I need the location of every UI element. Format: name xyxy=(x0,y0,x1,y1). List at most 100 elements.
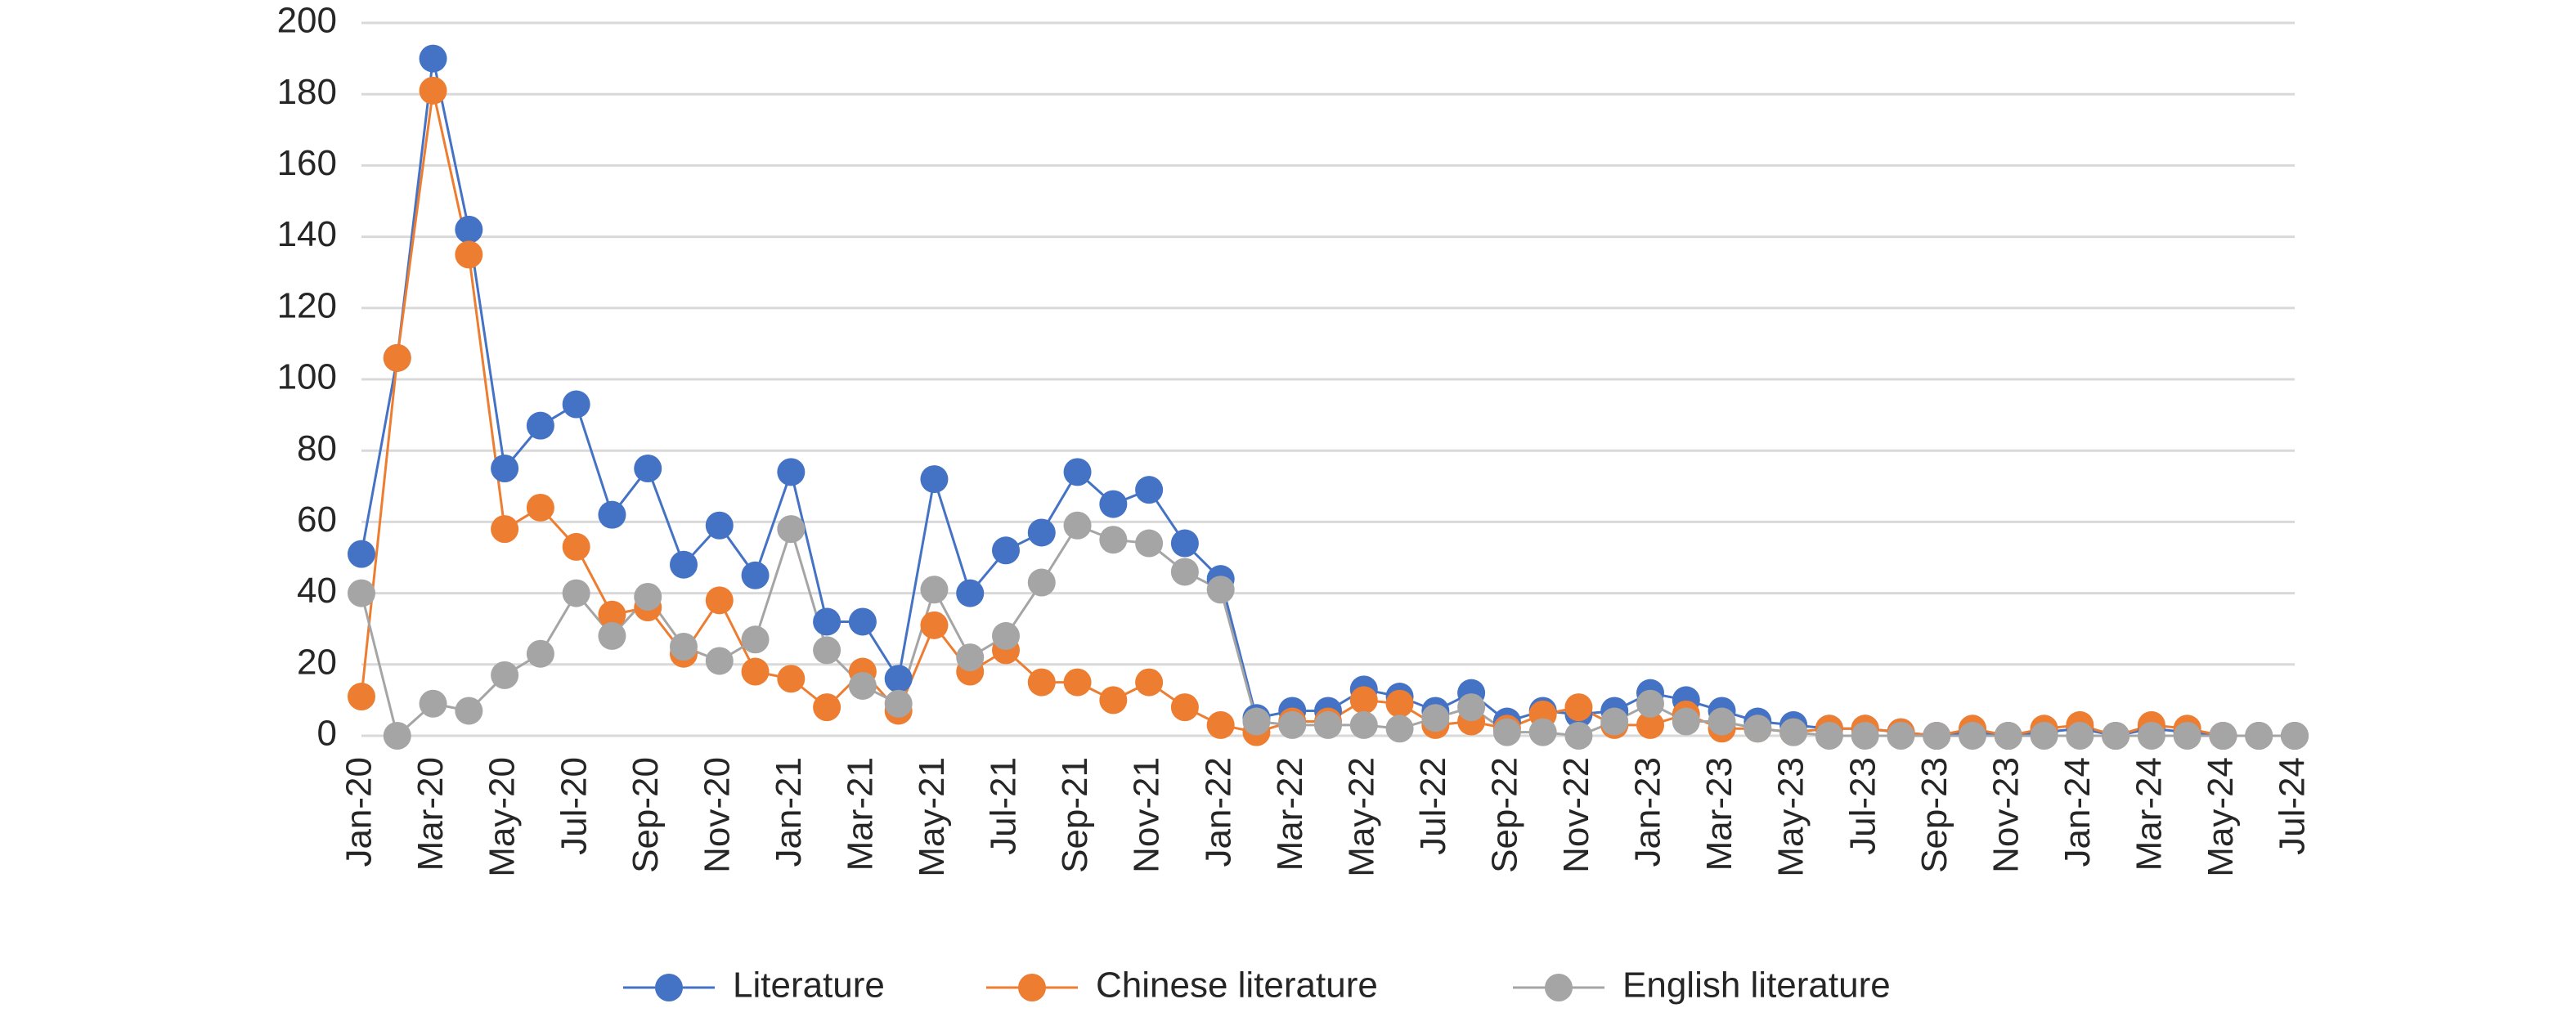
data-point xyxy=(1636,689,1664,718)
legend-entry: Chinese literature xyxy=(986,965,1378,1006)
y-tick-label: 100 xyxy=(277,357,337,397)
data-point xyxy=(2137,722,2165,750)
data-point xyxy=(634,455,662,482)
x-tick-label: May-20 xyxy=(482,757,523,877)
x-tick-label: Jul-20 xyxy=(554,757,594,855)
data-point xyxy=(1027,518,1056,547)
data-point xyxy=(813,693,841,722)
data-point xyxy=(562,579,590,607)
data-point xyxy=(1135,529,1164,558)
data-point xyxy=(1851,722,1879,750)
data-point xyxy=(1206,710,1235,739)
data-point xyxy=(741,561,770,589)
data-point xyxy=(491,515,519,544)
data-point xyxy=(1099,526,1128,554)
x-tick-label: Jan-20 xyxy=(339,757,379,867)
data-point xyxy=(1349,710,1378,739)
y-tick-label: 40 xyxy=(297,571,337,611)
data-point xyxy=(777,665,806,693)
x-tick-label: Jul-21 xyxy=(984,757,1024,855)
data-point xyxy=(1099,490,1128,518)
data-point xyxy=(491,661,519,689)
x-tick-label: Sep-21 xyxy=(1055,757,1095,873)
data-point xyxy=(1063,458,1092,486)
data-point xyxy=(1385,715,1414,743)
data-point xyxy=(992,621,1020,650)
data-point xyxy=(419,76,447,105)
data-point xyxy=(956,579,985,607)
data-point xyxy=(562,390,590,419)
legend-label: English literature xyxy=(1622,965,1891,1006)
data-point xyxy=(562,532,590,561)
data-point xyxy=(526,639,554,668)
data-point xyxy=(884,665,913,693)
x-tick-label: Jul-23 xyxy=(1842,757,1883,855)
x-tick-label: Jul-22 xyxy=(1413,757,1453,855)
x-tick-label: May-22 xyxy=(1341,757,1381,877)
data-point xyxy=(1994,722,2022,750)
series-line xyxy=(360,58,2295,737)
series-line xyxy=(360,90,2295,737)
data-point xyxy=(2245,722,2273,750)
y-tick-label: 80 xyxy=(297,428,337,468)
data-point xyxy=(1170,529,1199,558)
data-point xyxy=(2066,722,2094,750)
x-tick-label: Nov-21 xyxy=(1127,757,1167,873)
data-point xyxy=(455,240,483,269)
data-point xyxy=(1457,693,1486,722)
data-point xyxy=(455,697,483,725)
legend-marker xyxy=(1545,974,1573,1001)
data-point xyxy=(848,671,877,700)
data-point xyxy=(1887,722,1915,750)
legend-marker xyxy=(655,974,683,1001)
data-point xyxy=(848,607,877,636)
legend-entry: English literature xyxy=(1513,965,1891,1006)
x-tick-label: Mar-24 xyxy=(2129,757,2170,871)
x-tick-label: Mar-20 xyxy=(411,757,451,871)
data-point xyxy=(1027,568,1056,597)
data-point xyxy=(1314,710,1342,739)
data-point xyxy=(491,455,519,482)
x-tick-label: Nov-22 xyxy=(1556,757,1596,873)
x-tick-label: Jul-24 xyxy=(2273,757,2313,855)
y-tick-label: 140 xyxy=(277,214,337,254)
data-point xyxy=(419,689,447,718)
data-point xyxy=(777,458,806,486)
data-point xyxy=(1170,693,1199,722)
data-point xyxy=(2281,722,2309,750)
data-point xyxy=(813,636,841,665)
data-point xyxy=(1564,722,1593,750)
data-point xyxy=(1959,722,1986,750)
data-point xyxy=(741,625,770,654)
x-tick-label: Mar-23 xyxy=(1699,757,1739,871)
data-point xyxy=(2030,722,2058,750)
data-point xyxy=(920,576,949,604)
y-tick-label: 20 xyxy=(297,642,337,682)
data-point xyxy=(348,579,375,607)
legend-marker xyxy=(1018,974,1046,1001)
data-point xyxy=(1027,668,1056,697)
data-point xyxy=(1708,707,1736,736)
data-point xyxy=(670,550,698,579)
data-point xyxy=(1492,718,1521,746)
data-point xyxy=(1923,722,1951,750)
x-tick-label: May-21 xyxy=(912,757,952,877)
data-point xyxy=(884,689,913,718)
legend-label: Chinese literature xyxy=(1096,965,1378,1006)
x-tick-label: Sep-20 xyxy=(626,757,666,873)
data-point xyxy=(1385,689,1414,718)
data-point xyxy=(1242,707,1271,736)
data-point xyxy=(741,657,770,686)
data-point xyxy=(920,465,949,494)
x-tick-label: May-24 xyxy=(2201,757,2241,877)
y-tick-label: 60 xyxy=(297,500,337,540)
data-point xyxy=(1564,693,1593,722)
data-point xyxy=(598,621,626,650)
data-point xyxy=(1421,704,1450,733)
x-tick-label: Sep-22 xyxy=(1485,757,1525,873)
data-point xyxy=(1744,715,1772,743)
data-point xyxy=(705,511,734,540)
data-point xyxy=(956,643,985,672)
x-tick-label: Sep-23 xyxy=(1914,757,1954,873)
